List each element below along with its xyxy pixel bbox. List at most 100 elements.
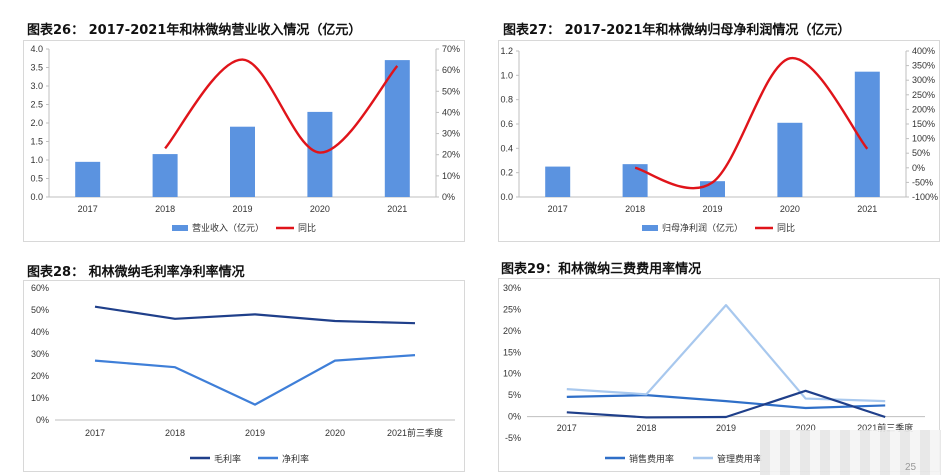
y-tick-label-left: 0.2	[500, 168, 513, 178]
bar	[545, 166, 571, 197]
x-tick-label: 2019	[232, 204, 252, 214]
y-tick-label-left: 0.8	[500, 95, 513, 105]
bar	[622, 164, 648, 197]
y-tick-label: 0%	[36, 415, 49, 425]
x-tick-label: 2021前三季度	[857, 422, 913, 433]
y-tick-label-left: 0.4	[500, 143, 513, 153]
legend-label: 毛利率	[214, 453, 241, 464]
y-tick-label: 5%	[508, 390, 521, 400]
bar	[75, 161, 101, 197]
y-tick-label: 40%	[31, 327, 49, 337]
y-tick-label-left: 2.0	[30, 118, 43, 128]
chart-title: 图表28： 和林微纳毛利率净利率情况	[27, 265, 245, 280]
y-tick-label-left: 0.6	[500, 119, 513, 129]
y-tick-label-left: 1.2	[500, 46, 513, 56]
series-line	[566, 304, 886, 403]
y-tick-label-left: 4.0	[30, 44, 43, 54]
y-tick-label: 15%	[503, 347, 521, 357]
bar	[230, 126, 255, 197]
series-line	[94, 354, 416, 406]
series-line-yoy	[634, 57, 869, 190]
chart-title: 图表27： 2017-2021年和林微纳归母净利润情况（亿元）	[503, 23, 851, 38]
y-tick-label-right: 40%	[442, 107, 460, 117]
panel-net-profit: 图表27： 2017-2021年和林微纳归母净利润情况（亿元） 0.0 0.2 0.…	[470, 0, 941, 250]
y-tick-label-right: 150%	[912, 119, 935, 129]
chart-title: 图表29：和林微纳三费费用率情况	[501, 262, 702, 277]
legend-label: 净利率	[282, 453, 309, 464]
revenue-chart: 0.0 0.5 1.0 1.5 2.0 2.5 3.0 3.5 4.0 0% 10% 20% 30% 40…	[30, 44, 460, 233]
y-tick-label: 20%	[503, 326, 521, 336]
y-tick-label-right: 400%	[912, 46, 935, 56]
y-tick-label-right: -100%	[912, 192, 938, 202]
y-tick-label-right: 20%	[442, 150, 460, 160]
y-tick-label: 25%	[503, 304, 521, 314]
legend-label: 同比	[777, 222, 795, 233]
y-tick-label: 30%	[31, 349, 49, 359]
y-tick-label: 20%	[31, 371, 49, 381]
x-tick-label: 2017	[548, 204, 568, 214]
legend-label: 同比	[298, 222, 316, 233]
y-tick-label: 30%	[503, 283, 521, 293]
y-tick-label: 0%	[508, 412, 521, 422]
x-tick-label: 2018	[155, 204, 175, 214]
y-tick-label-left: 3.0	[30, 81, 43, 91]
legend-label: 归母净利润（亿元）	[662, 222, 743, 233]
y-tick-label-right: 200%	[912, 104, 935, 114]
x-tick-label: 2017	[557, 423, 577, 433]
margin-chart: 0% 10% 20% 30% 40% 50% 60% 2017 2018 2019 2020 2021…	[31, 283, 455, 464]
x-tick-label: 2018	[625, 204, 645, 214]
y-tick-label: -5%	[505, 433, 521, 443]
legend-swatch-bar	[172, 225, 188, 231]
y-tick-label-left: 1.0	[30, 155, 43, 165]
x-tick-label: 2019	[702, 204, 722, 214]
series-line-yoy	[164, 58, 399, 154]
y-tick-label-left: 2.5	[30, 100, 43, 110]
bar	[777, 122, 803, 197]
watermark-blur	[760, 430, 941, 475]
y-tick-label-right: 350%	[912, 61, 935, 71]
y-tick-label: 50%	[31, 305, 49, 315]
x-tick-label: 2017	[78, 204, 98, 214]
x-tick-label: 2019	[245, 428, 265, 438]
panel-margins: 图表28： 和林微纳毛利率净利率情况 0% 10% 20% 30% 40% 50% 60% 2…	[0, 250, 470, 475]
y-tick-label-right: 100%	[912, 134, 935, 144]
y-tick-label-right: 300%	[912, 75, 935, 85]
y-tick-label-right: -50%	[912, 177, 933, 187]
y-tick-label-left: 1.5	[30, 137, 43, 147]
x-tick-label: 2021	[387, 204, 407, 214]
y-tick-label: 10%	[31, 393, 49, 403]
panel-revenue: 图表26： 2017-2021年和林微纳营业收入情况（亿元） 0.0 0.5 1.0…	[0, 0, 470, 250]
x-tick-label: 2017	[85, 428, 105, 438]
y-tick-label-left: 0.0	[500, 192, 513, 202]
series-line	[94, 305, 416, 325]
bar	[307, 111, 333, 197]
y-tick-label-left: 1.0	[500, 70, 513, 80]
legend-label: 管理费用率	[717, 453, 762, 464]
net-profit-chart: 0.0 0.2 0.4 0.6 0.8 1.0 1.2 -100% -50% 0% 50% 100% 1…	[500, 46, 938, 233]
y-tick-label-right: 50%	[912, 148, 930, 158]
x-tick-label: 2021前三季度	[387, 427, 443, 438]
chart-title: 图表26： 2017-2021年和林微纳营业收入情况（亿元）	[27, 23, 362, 38]
x-tick-label: 2018	[165, 428, 185, 438]
y-tick-label-right: 70%	[442, 44, 460, 54]
series-line	[566, 394, 886, 410]
legend-swatch-bar	[642, 225, 658, 231]
y-tick-label-left: 3.5	[30, 63, 43, 73]
x-tick-label: 2020	[310, 204, 330, 214]
series-line	[566, 389, 886, 419]
y-tick-label-left: 0.5	[30, 174, 43, 184]
bar	[152, 154, 178, 197]
bar	[384, 60, 410, 197]
y-tick-label-right: 0%	[442, 192, 455, 202]
y-tick-label-right: 250%	[912, 90, 935, 100]
y-tick-label-right: 30%	[442, 129, 460, 139]
x-tick-label: 2018	[636, 423, 656, 433]
y-tick-label-right: 50%	[442, 86, 460, 96]
y-tick-label-right: 0%	[912, 163, 925, 173]
legend-label: 营业收入（亿元）	[192, 222, 264, 233]
x-tick-label: 2020	[796, 423, 816, 433]
y-tick-label-right: 10%	[442, 171, 460, 181]
expense-ratio-chart: -5% 0% 5% 10% 15% 20% 25% 30% 2017 2018 2019 2020 20…	[503, 283, 925, 464]
y-tick-label-right: 60%	[442, 65, 460, 75]
x-tick-label: 2019	[716, 423, 736, 433]
